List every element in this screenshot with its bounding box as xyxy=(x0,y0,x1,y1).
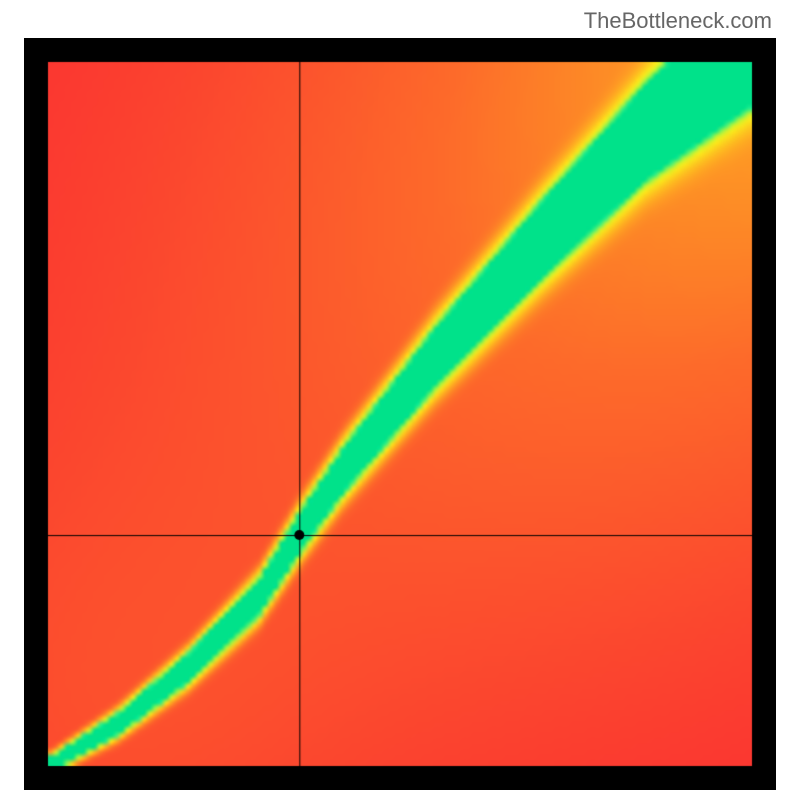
chart-frame xyxy=(24,38,776,790)
attribution-text: TheBottleneck.com xyxy=(584,8,772,34)
chart-container: TheBottleneck.com xyxy=(0,0,800,800)
heatmap-canvas xyxy=(24,38,776,790)
